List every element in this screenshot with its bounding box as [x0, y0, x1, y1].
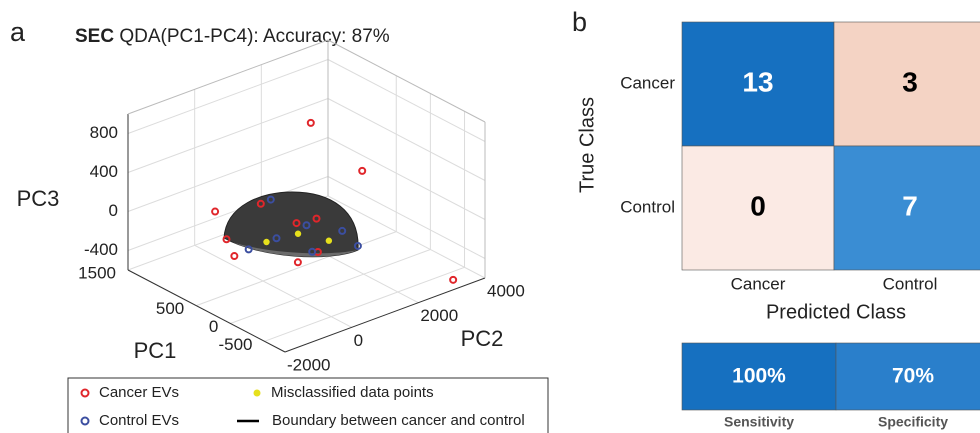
data-point: [294, 230, 302, 237]
data-point: [230, 252, 239, 261]
legend-entries: Cancer EVs Control EVs Misclassified data …: [80, 384, 434, 429]
summary-cell: [681, 342, 837, 411]
x-tick-label: -500: [218, 335, 252, 354]
summary-cell: [835, 342, 980, 411]
y-tick-label: 2000: [420, 306, 458, 325]
cell-value: 7: [902, 190, 918, 221]
legend-marker: [80, 416, 90, 426]
data-point: [272, 234, 281, 243]
legend-marker: [253, 389, 261, 397]
grid-line: [327, 176, 486, 259]
matrix-cell: [681, 21, 835, 147]
y-tick-label: 4000: [487, 281, 525, 300]
data-point: [293, 258, 302, 267]
grid-line: [127, 59, 329, 134]
panel-label: a: [10, 17, 26, 47]
data-point: [338, 226, 347, 235]
data-point: [325, 237, 333, 244]
column-label: Control: [883, 274, 938, 293]
z-tick-label: 0: [109, 201, 118, 220]
data-point: [244, 245, 253, 254]
y-tick-label: 0: [354, 331, 363, 350]
grid-line: [196, 231, 397, 307]
summary-label: Specificity: [878, 414, 948, 430]
legend-label: Boundary between cancer and control: [272, 412, 525, 429]
data-point: [306, 118, 315, 127]
z-axis-label: PC3: [17, 186, 60, 211]
grid-line: [194, 244, 352, 328]
column-label: Cancer: [731, 274, 786, 293]
data-point: [263, 238, 270, 246]
legend-label: Misclassified data points: [271, 384, 434, 401]
matrix-cell: [681, 145, 835, 271]
chart-title: SEC QDA(PC1-PC4): Accuracy: 87%: [75, 26, 390, 47]
legend-marker: [80, 388, 90, 398]
axis-line: [127, 269, 286, 353]
grid-line: [127, 137, 329, 212]
legend-label: Cancer EVs: [99, 384, 179, 401]
points: [211, 118, 458, 284]
x-tick-label: 1500: [78, 263, 116, 282]
data-point: [358, 166, 367, 175]
title-bold: SEC: [75, 26, 114, 47]
summary-value: 70%: [892, 365, 934, 388]
x-axis-label: Predicted Class: [766, 301, 906, 323]
data-point: [449, 275, 458, 284]
axis-line: [284, 277, 486, 353]
z-tick-label: 800: [90, 123, 118, 142]
grid-line: [327, 98, 486, 181]
y-tick-label: -2000: [287, 355, 330, 374]
data-point: [256, 199, 265, 208]
box-edge: [327, 39, 486, 123]
data-point: [211, 207, 220, 216]
summary-value: 100%: [732, 365, 786, 388]
grid-line: [230, 249, 431, 324]
data-point: [222, 235, 231, 244]
box-edge: [127, 39, 329, 115]
legend: Cancer EVs Control EVs Misclassified data …: [67, 377, 549, 433]
data-point: [292, 219, 301, 228]
summary: 100% Sensitivity 70% Specificity: [681, 342, 980, 430]
data-point: [353, 241, 362, 250]
title-text: QDA(PC1-PC4): Accuracy: 87%: [119, 26, 389, 47]
y-axis-label: PC2: [461, 326, 504, 351]
summary-label: Sensitivity: [724, 414, 794, 430]
cell-value: 0: [750, 190, 766, 221]
grid-line: [327, 59, 486, 142]
legend-label: Control EVs: [99, 412, 179, 429]
x-axis-label: PC1: [134, 338, 177, 363]
grid-line: [264, 266, 465, 342]
data-point: [266, 195, 275, 204]
grid-line: [327, 137, 486, 220]
cell-value: 3: [902, 66, 918, 97]
panel-label: b: [572, 7, 587, 37]
confusion-matrix: Cancer 13 3 Control 0 7 Cancer Control: [620, 21, 980, 293]
row-label: Cancer: [620, 73, 675, 92]
x-tick-label: 500: [156, 299, 184, 318]
y-axis-label: True Class: [576, 97, 598, 193]
grid-line: [127, 176, 329, 251]
grid-line: [127, 98, 329, 173]
z-tick-label: 400: [90, 162, 118, 181]
matrix-cell: [833, 145, 980, 271]
cell-value: 13: [742, 66, 773, 97]
data-point: [312, 214, 321, 223]
z-tick-label: -400: [84, 240, 118, 259]
matrix-cell: [833, 21, 980, 147]
row-label: Control: [620, 197, 675, 216]
data-point: [308, 247, 317, 256]
data-point: [302, 221, 311, 230]
grid-line: [327, 195, 486, 279]
x-tick-label: 0: [209, 317, 218, 336]
legend-box: [67, 377, 549, 433]
